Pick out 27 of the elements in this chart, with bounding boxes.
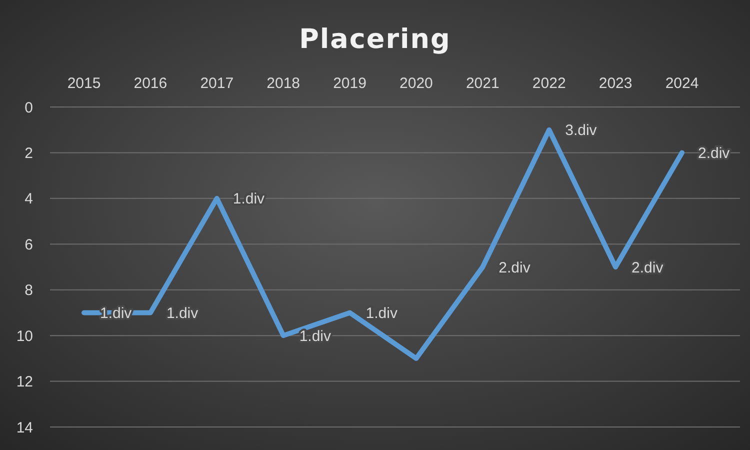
chart-title: Placering [299, 24, 451, 55]
x-tick-label: 2020 [400, 75, 433, 92]
y-tick-label: 6 [24, 236, 33, 254]
annotation: 2.div [498, 259, 531, 276]
annotation: 1.div [166, 304, 199, 322]
x-tick-label: 2017 [200, 75, 234, 92]
y-tick-label: 14 [16, 419, 33, 436]
y-tick-label: 2 [24, 144, 33, 162]
annotation: 1.div [232, 190, 266, 208]
x-tick-label: 2024 [665, 75, 699, 92]
y-tick-label: 4 [24, 190, 33, 208]
y-tick-label: 12 [16, 374, 33, 391]
annotation: 1.div [299, 328, 332, 345]
annotation: 3.div [565, 122, 598, 140]
annotation: 1.div [366, 304, 398, 322]
x-tick-label: 2015 [67, 75, 101, 92]
x-tick-label: 2021 [466, 75, 500, 92]
annotation: 2.div [698, 144, 730, 162]
x-tick-label: 2019 [333, 75, 366, 92]
y-tick-label: 8 [24, 282, 33, 300]
y-tick-label: 0 [24, 99, 33, 116]
x-tick-label: 2018 [266, 75, 300, 92]
x-tick-label: 2016 [134, 75, 168, 92]
x-tick-label: 2022 [532, 75, 566, 92]
annotation: 2.div [632, 259, 664, 276]
x-tick-label: 2023 [598, 75, 632, 92]
y-tick-label: 10 [16, 328, 33, 345]
